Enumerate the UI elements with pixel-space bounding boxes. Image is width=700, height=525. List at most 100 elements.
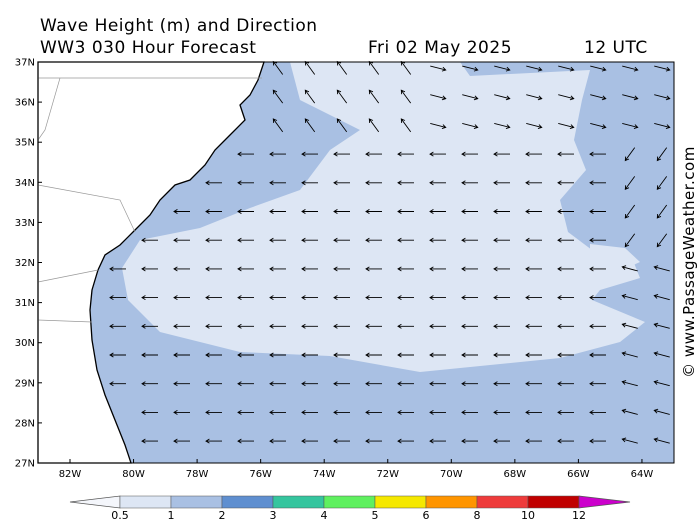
arrow	[269, 237, 286, 243]
arrow	[173, 438, 190, 444]
arrow	[653, 322, 670, 329]
arrow	[430, 94, 447, 101]
arrow	[493, 295, 510, 301]
arrow	[461, 180, 478, 186]
arrow	[621, 408, 638, 415]
arrow	[461, 237, 478, 243]
arrow	[558, 122, 575, 129]
arrow	[493, 237, 510, 243]
arrow	[525, 180, 542, 186]
arrow	[397, 409, 414, 415]
arrow	[301, 381, 318, 387]
arrow	[621, 265, 638, 272]
arrow	[336, 118, 348, 133]
arrow	[336, 89, 348, 104]
arrow	[621, 322, 638, 329]
arrow	[461, 151, 478, 157]
arrow	[557, 180, 574, 186]
arrow	[301, 266, 318, 272]
colorbar-box	[170, 495, 223, 509]
arrow	[461, 266, 478, 272]
arrow	[653, 408, 670, 415]
arrow	[461, 409, 478, 415]
arrow	[397, 352, 414, 358]
arrow	[654, 65, 671, 72]
forecast: WW3 030 Hour Forecast	[40, 38, 256, 58]
arrow	[333, 438, 350, 444]
arrow	[333, 151, 350, 157]
arrow	[493, 323, 510, 329]
arrow	[654, 94, 671, 101]
arrow	[237, 151, 254, 157]
arrow	[494, 94, 511, 101]
arrow	[269, 209, 286, 214]
arrow	[622, 65, 639, 72]
title: Wave Height (m) and Direction	[40, 16, 318, 36]
arrow	[493, 409, 510, 415]
arrow	[269, 381, 286, 387]
arrow	[397, 209, 414, 214]
arrow	[173, 352, 190, 358]
colorbar-box	[374, 495, 427, 509]
arrow	[462, 94, 479, 101]
arrow	[461, 323, 478, 329]
arrow	[237, 323, 254, 329]
lon-label: 64W	[631, 469, 654, 480]
colorbar-label: 12	[572, 509, 586, 522]
arrow	[205, 180, 222, 186]
arrow	[589, 352, 606, 358]
arrow	[653, 437, 670, 444]
arrow	[237, 438, 254, 444]
arrow	[173, 209, 190, 214]
colorbar: 0.5 1 2 3 4 5 6 8 10 12	[69, 495, 631, 522]
arrow	[429, 438, 446, 444]
arrow	[269, 409, 286, 415]
arrow	[333, 237, 350, 243]
arrow	[429, 409, 446, 415]
arrow	[272, 89, 284, 104]
arrow	[109, 266, 126, 272]
arrow	[269, 438, 286, 444]
arrow	[237, 180, 254, 186]
arrow	[557, 409, 574, 415]
arrow	[109, 352, 126, 358]
arrow	[237, 409, 254, 415]
arrow	[525, 151, 542, 157]
arrow	[397, 295, 414, 301]
arrow	[365, 352, 382, 358]
arrow	[301, 151, 318, 157]
arrow	[141, 323, 158, 329]
arrow	[205, 237, 222, 243]
colorbar-label: 8	[474, 509, 481, 522]
watermark: © www.PassageWeather.com	[680, 146, 698, 378]
arrow	[365, 237, 382, 243]
arrow	[301, 323, 318, 329]
lon-label: 66W	[567, 469, 590, 480]
arrow	[173, 323, 190, 329]
arrow	[269, 180, 286, 186]
arrow	[557, 323, 574, 329]
arrow	[557, 151, 574, 157]
arrow	[365, 381, 382, 387]
arrow	[589, 266, 606, 272]
arrow	[333, 209, 350, 214]
arrow	[173, 295, 190, 301]
arrow	[557, 266, 574, 272]
arrow	[141, 352, 158, 358]
arrow	[173, 237, 190, 243]
arrow	[237, 381, 254, 387]
arrow	[589, 438, 606, 444]
arrow	[365, 209, 382, 214]
arrow	[205, 409, 222, 415]
arrow	[656, 204, 668, 219]
arrow	[557, 295, 574, 301]
arrow	[525, 266, 542, 272]
lat-label: 36N	[15, 98, 35, 109]
arrow	[557, 237, 574, 243]
arrow	[333, 295, 350, 301]
arrow	[461, 381, 478, 387]
lon-label: 70W	[440, 469, 463, 480]
arrow	[653, 380, 670, 387]
arrow	[557, 352, 574, 358]
lat-label: 32N	[15, 258, 35, 269]
